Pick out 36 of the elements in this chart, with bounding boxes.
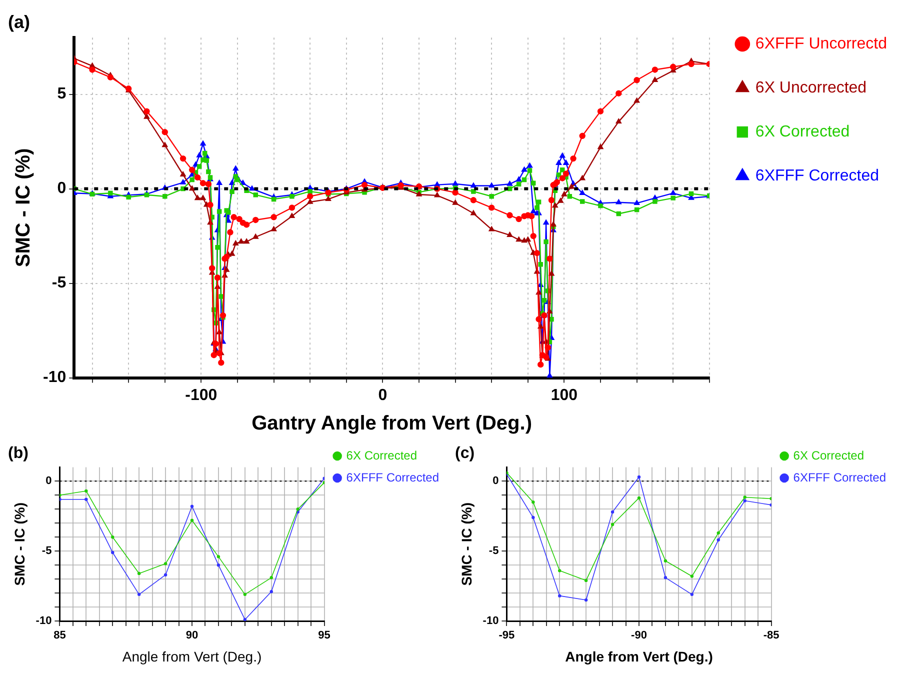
y-tick-label: -10 [43,369,66,386]
x-tick-label: -95 [498,630,515,642]
y-tick-label: 0 [57,180,66,198]
chart-title: (c) [455,445,475,462]
y-tick-label: 0 [46,475,52,488]
x-axis-title: Angle from Vert (Deg.) [565,648,713,664]
y-tick-label: -5 [488,545,499,558]
x-tick-label: -100 [185,386,218,404]
chart-title: (b) [8,445,28,462]
x-tick-label: 95 [318,630,330,642]
x-tick-label: 90 [186,630,198,642]
legend-label: 6XFFF Uncorrectd [755,35,888,52]
x-tick-label: 100 [550,386,578,404]
legend-label: 6X Corrected [346,448,418,462]
x-tick-label: -85 [763,630,780,642]
x-axis-title: Gantry Angle from Vert (Deg.) [252,412,532,435]
chart-title: (a) [8,12,30,32]
y-tick-label: -5 [42,545,52,558]
legend-label: 6X Corrected [755,123,850,140]
y-axis-title: SMC - IC (%) [11,502,28,586]
x-tick-label: 85 [54,630,66,642]
y-tick-label: -5 [52,274,66,292]
legend-label: 6X Corrected [793,448,864,462]
y-tick-label: -10 [36,615,52,628]
y-tick-label: 5 [57,86,66,103]
y-axis-title: SMC - IC (%) [458,502,474,586]
legend-label: 6XFFF Corrected [346,470,440,484]
x-tick-label: -90 [631,630,647,642]
y-tick-label: -10 [482,615,499,628]
legend-label: 6XFFF Corrected [755,167,880,184]
x-tick-label: 0 [378,386,388,404]
y-axis-title: SMC - IC (%) [12,148,35,268]
legend-label: 6X Uncorrected [755,79,867,96]
y-tick-label: 0 [492,475,499,488]
x-axis-title: Angle from Vert (Deg.) [122,648,262,664]
legend-label: 6XFFF Corrected [793,470,886,484]
